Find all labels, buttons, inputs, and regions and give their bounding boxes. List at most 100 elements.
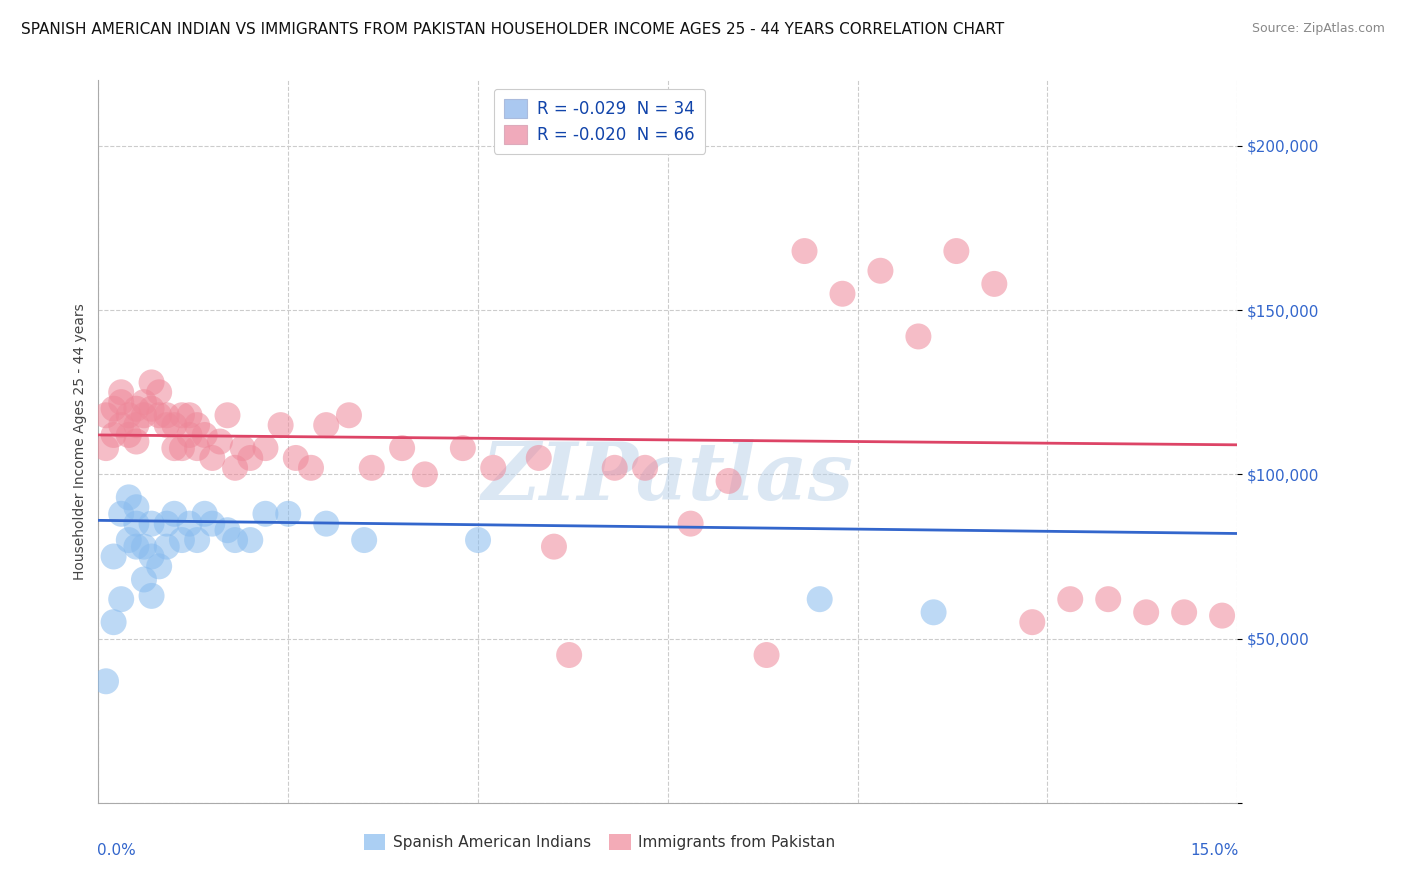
Point [179, 428, 201, 442]
Point [679, 516, 702, 531]
Point [125, 401, 148, 416]
Point [125, 516, 148, 531]
Point [360, 460, 382, 475]
Point [217, 409, 239, 423]
Point [543, 540, 565, 554]
Point [922, 605, 945, 619]
Point [94, 441, 117, 455]
Point [232, 441, 254, 455]
Point [413, 467, 436, 482]
Point [315, 516, 337, 531]
Point [1021, 615, 1043, 630]
Point [118, 428, 141, 442]
Point [201, 516, 224, 531]
Point [148, 559, 170, 574]
Point [179, 516, 201, 531]
Point [217, 523, 239, 537]
Point [869, 264, 891, 278]
Point [148, 385, 170, 400]
Point [1173, 605, 1195, 619]
Point [634, 460, 657, 475]
Point [284, 450, 307, 465]
Point [983, 277, 1005, 291]
Point [1097, 592, 1119, 607]
Point [118, 409, 141, 423]
Point [141, 516, 163, 531]
Text: ZIPatlas: ZIPatlas [482, 439, 853, 516]
Point [110, 418, 132, 433]
Point [208, 434, 231, 449]
Point [103, 549, 125, 564]
Point [94, 674, 117, 689]
Point [170, 441, 193, 455]
Point [103, 428, 125, 442]
Point [141, 589, 163, 603]
Y-axis label: Householder Income Ages 25 - 44 years: Householder Income Ages 25 - 44 years [73, 303, 87, 580]
Point [907, 329, 929, 343]
Point [141, 401, 163, 416]
Point [125, 500, 148, 515]
Point [224, 533, 246, 547]
Point [110, 592, 132, 607]
Point [125, 418, 148, 433]
Point [353, 533, 375, 547]
Text: 0.0%: 0.0% [97, 843, 136, 857]
Point [94, 409, 117, 423]
Point [156, 516, 179, 531]
Text: SPANISH AMERICAN INDIAN VS IMMIGRANTS FROM PAKISTAN HOUSEHOLDER INCOME AGES 25 -: SPANISH AMERICAN INDIAN VS IMMIGRANTS FR… [21, 22, 1004, 37]
Point [163, 418, 186, 433]
Point [132, 573, 155, 587]
Point [239, 533, 262, 547]
Point [1135, 605, 1157, 619]
Point [118, 533, 141, 547]
Point [451, 441, 474, 455]
Point [132, 540, 155, 554]
Text: 15.0%: 15.0% [1189, 843, 1239, 857]
Point [125, 434, 148, 449]
Point [254, 441, 277, 455]
Point [201, 450, 224, 465]
Point [755, 648, 778, 662]
Point [141, 549, 163, 564]
Point [603, 460, 626, 475]
Point [467, 533, 489, 547]
Point [224, 460, 246, 475]
Point [156, 418, 179, 433]
Point [793, 244, 815, 258]
Point [141, 376, 163, 390]
Point [808, 592, 831, 607]
Point [170, 409, 193, 423]
Legend: Spanish American Indians, Immigrants from Pakistan: Spanish American Indians, Immigrants fro… [357, 829, 841, 856]
Point [945, 244, 967, 258]
Point [277, 507, 299, 521]
Point [391, 441, 413, 455]
Point [186, 533, 208, 547]
Point [239, 450, 262, 465]
Point [1211, 608, 1233, 623]
Point [1059, 592, 1081, 607]
Point [831, 286, 853, 301]
Point [163, 441, 186, 455]
Point [194, 428, 217, 442]
Point [103, 401, 125, 416]
Point [132, 409, 155, 423]
Point [125, 540, 148, 554]
Point [148, 409, 170, 423]
Point [315, 418, 337, 433]
Point [132, 395, 155, 409]
Point [186, 418, 208, 433]
Point [179, 409, 201, 423]
Point [163, 507, 186, 521]
Point [110, 395, 132, 409]
Point [270, 418, 292, 433]
Point [558, 648, 581, 662]
Text: Source: ZipAtlas.com: Source: ZipAtlas.com [1251, 22, 1385, 36]
Point [194, 507, 217, 521]
Point [103, 615, 125, 630]
Point [118, 491, 141, 505]
Point [110, 507, 132, 521]
Point [527, 450, 550, 465]
Point [110, 385, 132, 400]
Point [156, 540, 179, 554]
Point [717, 474, 740, 488]
